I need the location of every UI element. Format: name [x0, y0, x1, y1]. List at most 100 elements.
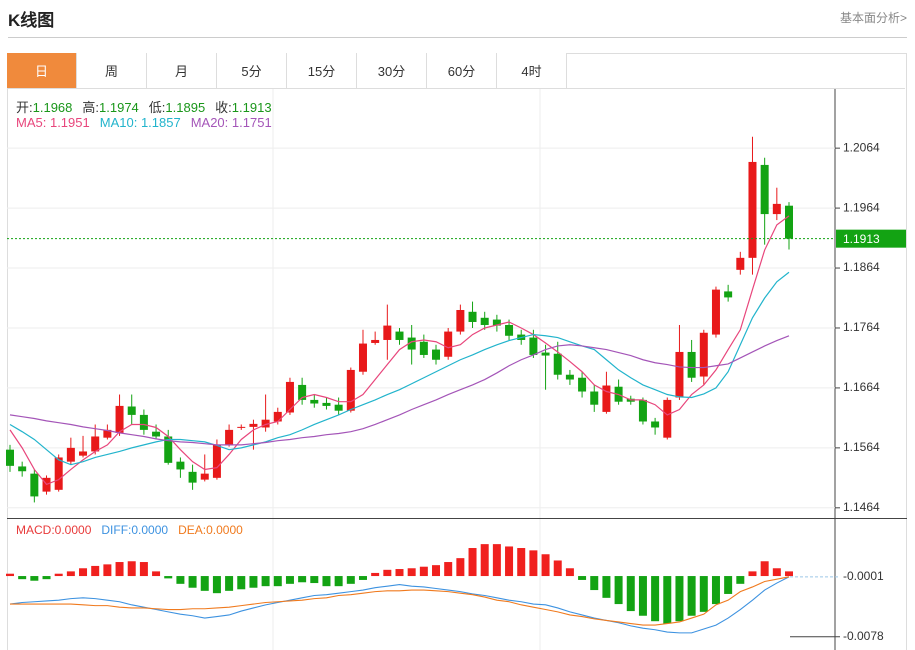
last-price-tag — [836, 229, 906, 248]
candle-body — [785, 205, 793, 239]
page-title: K线图 — [8, 11, 55, 30]
last-price-label: 1.1913 — [843, 232, 880, 246]
candle-body — [212, 444, 221, 478]
candle-body — [358, 343, 367, 372]
y-tick-label: -0.0078 — [843, 629, 884, 643]
macd-bar — [298, 576, 307, 583]
macd-bar — [358, 576, 367, 580]
candle-body — [419, 341, 428, 355]
candle-body — [432, 349, 441, 360]
legend-value: 0.0000 — [54, 523, 92, 537]
ohlc-value: 1.1974 — [99, 100, 139, 115]
macd-bar — [18, 576, 27, 580]
legend-value: 1.1951 — [49, 115, 90, 130]
period-tab[interactable]: 4时 — [497, 53, 567, 89]
macd-bar — [651, 576, 660, 622]
candle-body — [724, 291, 733, 298]
ohlc-value: 1.1895 — [165, 100, 206, 115]
ohlc-item: 收:1.1913 — [215, 100, 271, 115]
candle-body — [492, 319, 501, 326]
candle-body — [711, 289, 720, 335]
ohlc-info: 开:1.1968 高:1.1974 低:1.1895 收:1.1913 — [16, 97, 282, 116]
candle-body — [590, 391, 599, 405]
macd-bar — [456, 558, 465, 577]
period-tab[interactable]: 月 — [147, 53, 217, 89]
macd-bar — [225, 576, 234, 591]
period-tabs: 日周月 5分 15分 30分 60分 4时 — [7, 53, 567, 89]
macd-bar — [578, 576, 587, 580]
header-rule — [8, 37, 907, 38]
macd-bar — [54, 573, 63, 577]
ohlc-value: 1.1968 — [32, 100, 73, 115]
candle-body — [748, 161, 757, 258]
candle-body — [176, 461, 185, 470]
macd-bar — [736, 576, 745, 584]
legend-name: MA10: — [99, 115, 138, 130]
period-tab[interactable]: 5分 — [217, 53, 287, 89]
legend-value: 0.0000 — [131, 523, 169, 537]
macd-bar — [103, 564, 112, 577]
macd-bar — [553, 560, 562, 577]
macd-bar — [176, 576, 185, 584]
macd-bar — [237, 576, 246, 590]
period-tab[interactable]: 60分 — [427, 53, 497, 89]
ohlc-label: 收: — [215, 100, 232, 115]
macd-bar — [638, 576, 647, 616]
candle-body — [565, 374, 574, 380]
macd-bar — [590, 576, 599, 591]
macd-bar — [444, 562, 453, 577]
ma-line — [9, 215, 790, 486]
fundamental-link[interactable]: 基本面分析> — [839, 11, 907, 25]
legend-item: DIFF:0.0000 — [101, 523, 168, 537]
candle-body — [79, 451, 88, 456]
legend-item: MA5: 1.1951 — [16, 115, 90, 130]
period-tab[interactable]: 30分 — [357, 53, 427, 89]
candle-body — [383, 325, 392, 340]
macd-bar — [432, 565, 441, 577]
macd-bar — [711, 576, 720, 605]
candle-body — [444, 331, 453, 357]
legend-item: DEA:0.0000 — [178, 523, 243, 537]
y-tick-label: 1.2064 — [843, 140, 880, 154]
legend-value: 1.1751 — [231, 115, 272, 130]
candle-body — [152, 431, 161, 437]
macd-bar — [261, 576, 270, 587]
macd-bar — [614, 576, 623, 605]
ma-line — [9, 271, 790, 466]
macd-bar — [6, 573, 14, 577]
legend-name: DIFF: — [101, 523, 132, 537]
macd-bar — [127, 561, 136, 577]
candle-body — [115, 405, 124, 433]
candle-body — [638, 399, 647, 422]
candle-body — [249, 423, 258, 427]
candle-body — [468, 311, 477, 322]
ohlc-label: 开: — [16, 100, 33, 115]
candle-body — [273, 411, 282, 422]
legend-value: 1.1857 — [140, 115, 181, 130]
legend-name: MA5: — [16, 115, 47, 130]
candle-body — [188, 471, 197, 483]
candle-body — [772, 203, 781, 215]
candle-body — [103, 429, 112, 438]
macd-bar — [687, 576, 696, 616]
candle-body — [736, 257, 745, 270]
candle-body — [310, 399, 319, 404]
y-tick-label: 1.1664 — [843, 380, 880, 394]
candle-body — [139, 414, 148, 430]
macd-bar — [785, 571, 793, 577]
macd-bar — [334, 576, 343, 587]
macd-bar — [273, 576, 282, 587]
ohlc-item: 高:1.1974 — [82, 100, 138, 115]
y-tick-label: 1.1564 — [843, 440, 880, 454]
candle-body — [699, 332, 708, 377]
period-tab[interactable]: 日 — [7, 53, 77, 89]
ohlc-value: 1.1913 — [231, 100, 272, 115]
legend-name: MACD: — [16, 523, 55, 537]
candle-body — [663, 399, 672, 438]
candle-body — [687, 351, 696, 378]
period-tab[interactable]: 周 — [77, 53, 147, 89]
period-tab[interactable]: 15分 — [287, 53, 357, 89]
macd-bar — [772, 568, 781, 577]
legend-item: MA10: 1.1857 — [100, 115, 181, 130]
